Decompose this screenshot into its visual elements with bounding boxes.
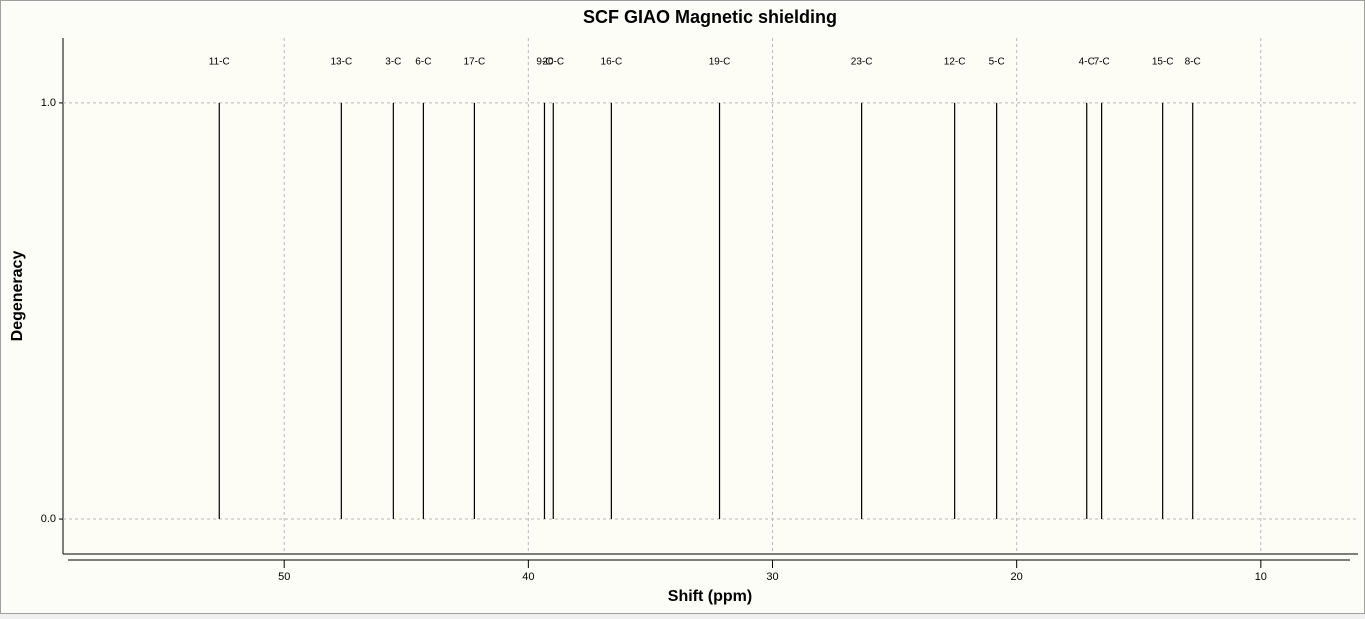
peak-label: 13-C [330, 57, 352, 68]
y-tick-label: 0.0 [41, 513, 56, 525]
peak-label: 5-C [989, 57, 1005, 68]
peak-label: 8-C [1185, 57, 1201, 68]
peak-label: 11-C [209, 57, 230, 68]
chart-title: SCF GIAO Magnetic shielding [583, 7, 837, 27]
peak-label: 9-C [536, 57, 552, 68]
y-tick-label: 1.0 [41, 97, 56, 109]
peak-label: 15-C [1152, 57, 1174, 68]
peak-label: 17-C [464, 57, 486, 68]
peak-label: 3-C [385, 57, 401, 68]
peak-label: 16-C [601, 57, 623, 68]
x-tick-label: 40 [522, 571, 534, 583]
x-tick-label: 20 [1011, 571, 1023, 583]
peak-label: 19-C [709, 57, 731, 68]
peak-label: 4-C [1079, 57, 1095, 68]
plot-area [63, 38, 1358, 554]
x-tick-label: 50 [278, 571, 290, 583]
x-tick-label: 10 [1255, 571, 1267, 583]
x-tick-label: 30 [766, 571, 778, 583]
y-axis-label: Degeneracy [9, 251, 26, 342]
peak-label: 7-C [1094, 57, 1110, 68]
peak-label: 20-C [542, 57, 564, 68]
peak-label: 12-C [944, 57, 966, 68]
x-axis-label: Shift (ppm) [668, 588, 752, 605]
peak-label: 6-C [415, 57, 431, 68]
peak-label: 23-C [851, 57, 873, 68]
